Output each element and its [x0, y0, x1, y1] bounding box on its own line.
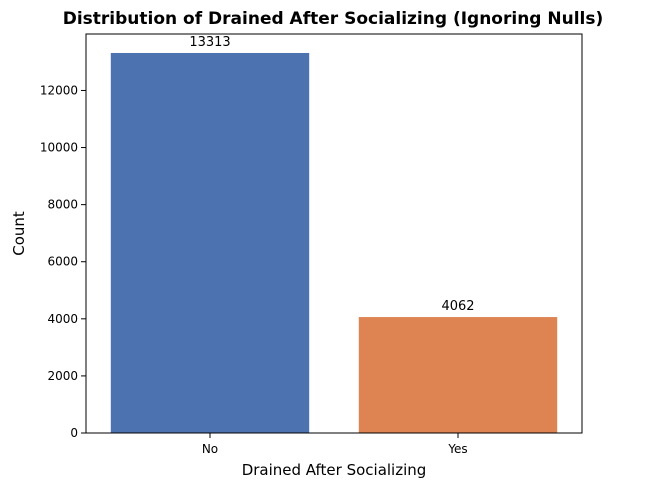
y-tick-label: 10000 — [40, 141, 78, 155]
y-tick-label: 8000 — [47, 198, 78, 212]
x-tick-label-no: No — [202, 442, 218, 456]
axes-frame — [85, 33, 583, 434]
data-label-no: 13313 — [189, 35, 230, 50]
bar-yes — [358, 317, 558, 433]
bar-no — [110, 52, 310, 433]
plot-area — [110, 52, 558, 433]
y-tick-label: 12000 — [40, 83, 78, 97]
x-axis-label: Drained After Socializing — [242, 461, 427, 479]
data-label-yes: 4062 — [441, 299, 474, 314]
chart-title: Distribution of Drained After Socializin… — [63, 9, 604, 29]
x-tick-label-yes: Yes — [447, 442, 467, 456]
y-tick-label: 6000 — [47, 255, 78, 269]
y-tick-label: 4000 — [47, 312, 78, 326]
y-tick-label: 0 — [70, 426, 78, 440]
y-tick-label: 2000 — [47, 369, 78, 383]
y-axis-label: Count — [10, 211, 28, 256]
